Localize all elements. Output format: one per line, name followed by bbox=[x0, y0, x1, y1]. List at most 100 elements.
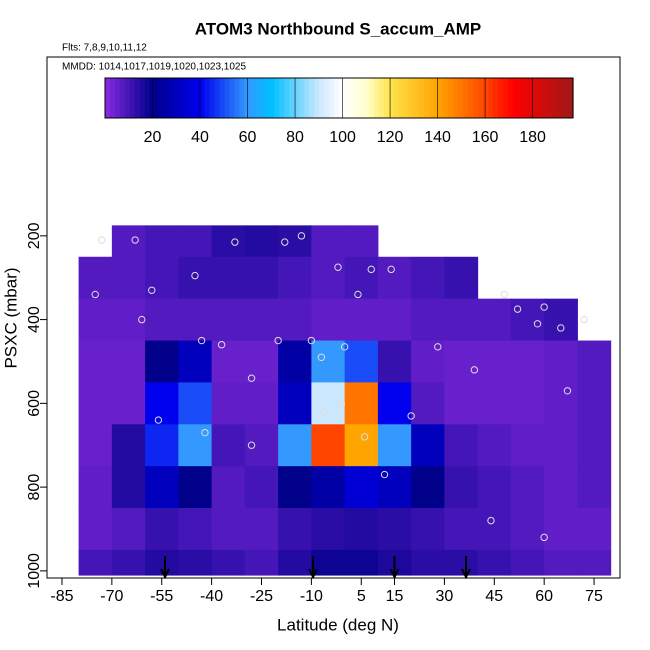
sample-point bbox=[533, 320, 542, 328]
heatmap-cell bbox=[577, 466, 612, 509]
heatmap-cell bbox=[78, 549, 113, 576]
heatmap-cell bbox=[244, 424, 279, 467]
colorbar-swatch bbox=[169, 78, 176, 118]
colorbar-tick-label: 20 bbox=[144, 129, 162, 146]
colorbar-swatch bbox=[533, 78, 539, 118]
x-tick-label: -10 bbox=[300, 588, 323, 605]
heatmap-cell bbox=[544, 508, 578, 551]
y-tick-label: 600 bbox=[26, 390, 43, 417]
heatmap-cell bbox=[377, 298, 412, 342]
heatmap-cell bbox=[78, 298, 113, 342]
x-tick-label: -40 bbox=[200, 588, 223, 605]
sample-point bbox=[540, 303, 548, 311]
colorbar-swatch bbox=[503, 78, 509, 118]
x-tick-label: -85 bbox=[50, 588, 73, 605]
colorbar-swatch bbox=[453, 78, 460, 118]
subtitle: Flts: 7,8,9,10,11,12 bbox=[62, 43, 147, 54]
colorbar-swatch bbox=[179, 78, 186, 118]
heatmap-cell bbox=[145, 424, 179, 467]
colorbar-swatch bbox=[343, 78, 350, 118]
heatmap-cell bbox=[278, 424, 312, 467]
x-tick-label: 15 bbox=[386, 588, 404, 605]
heatmap-cell bbox=[78, 508, 113, 551]
colorbar-swatch bbox=[129, 78, 136, 118]
heatmap-cell bbox=[344, 466, 379, 509]
x-tick-label: 75 bbox=[585, 588, 603, 605]
sample-point bbox=[367, 265, 375, 274]
heatmap-cell bbox=[344, 424, 379, 467]
sample-point bbox=[360, 433, 369, 441]
colorbar-swatch bbox=[159, 78, 166, 118]
heatmap-cell bbox=[510, 340, 545, 383]
heatmap-cell bbox=[145, 466, 179, 509]
colorbar-swatch bbox=[413, 78, 420, 118]
colorbar-swatch bbox=[214, 78, 221, 118]
heatmap-cell bbox=[178, 340, 213, 383]
colorbar-swatch bbox=[314, 78, 320, 118]
colorbar-swatch bbox=[368, 78, 375, 118]
colorbar-swatch bbox=[468, 78, 475, 118]
sample-point bbox=[487, 516, 495, 525]
colorbar-swatch bbox=[543, 78, 549, 118]
colorbar-swatch bbox=[109, 78, 116, 118]
sample-point bbox=[138, 315, 146, 324]
heatmap-cell bbox=[111, 549, 146, 576]
annotation: MMDD: 1014,1017,1019,1020,1023,1025 bbox=[62, 62, 246, 73]
heatmap-cell bbox=[510, 508, 545, 551]
heatmap-cell bbox=[178, 466, 213, 509]
colorbar-swatch bbox=[388, 78, 395, 118]
colorbar-swatch bbox=[458, 78, 465, 118]
colorbar-swatch bbox=[304, 78, 310, 118]
heatmap-cell bbox=[444, 466, 479, 509]
heatmap-cell bbox=[477, 382, 512, 425]
colorbar-tick-label: 60 bbox=[239, 129, 257, 146]
heatmap-cell bbox=[111, 508, 146, 551]
heatmap-cell bbox=[244, 549, 279, 576]
colorbar-swatch bbox=[478, 78, 484, 118]
heatmap-cell bbox=[344, 298, 379, 342]
sample-point bbox=[247, 441, 256, 449]
colorbar-swatch bbox=[209, 78, 216, 118]
colorbar-swatch bbox=[249, 78, 255, 118]
colorbar-swatch bbox=[513, 78, 519, 118]
colorbar-swatch bbox=[139, 78, 146, 118]
colorbar-swatch bbox=[383, 78, 390, 118]
heatmap-cell bbox=[145, 298, 179, 342]
heatmap-cell bbox=[244, 298, 279, 342]
colorbar-swatch bbox=[189, 78, 196, 118]
heatmap-cell bbox=[244, 340, 279, 383]
colorbar-swatch bbox=[528, 78, 534, 118]
colorbar-swatch bbox=[324, 78, 330, 118]
colorbar-swatch bbox=[393, 78, 400, 118]
colorbar-swatch bbox=[105, 78, 111, 118]
heatmap-cell bbox=[544, 466, 578, 509]
colorbar-swatch bbox=[234, 78, 241, 118]
sample-point bbox=[148, 286, 156, 294]
colorbar-swatch bbox=[184, 78, 191, 118]
sample-point bbox=[354, 290, 362, 299]
heatmap-cell bbox=[510, 298, 545, 342]
heatmap-cell bbox=[244, 382, 279, 425]
heatmap-cell bbox=[278, 508, 312, 551]
colorbar-tick-label: 40 bbox=[191, 129, 209, 146]
sample-point bbox=[231, 238, 239, 246]
heatmap-cell bbox=[78, 256, 113, 300]
colorbar-tick-label: 120 bbox=[377, 129, 404, 146]
colorbar-swatch bbox=[488, 78, 494, 118]
colorbar-swatch bbox=[523, 78, 529, 118]
colorbar-swatch bbox=[448, 78, 455, 118]
heatmap-cell bbox=[411, 256, 445, 300]
heatmap-cell bbox=[311, 508, 346, 551]
sample-point bbox=[407, 412, 415, 420]
colorbar-swatch bbox=[164, 78, 171, 118]
colorbar-swatch bbox=[353, 78, 360, 118]
heatmap-cell bbox=[344, 508, 379, 551]
heatmap-cell bbox=[278, 298, 312, 342]
sample-point bbox=[197, 336, 206, 345]
heatmap-cell bbox=[145, 382, 179, 425]
heatmap-cell bbox=[211, 466, 246, 509]
x-tick-label: -25 bbox=[250, 588, 273, 605]
colorbar-swatch bbox=[438, 78, 445, 118]
colorbar-swatch bbox=[358, 78, 365, 118]
colorbar-swatch bbox=[254, 78, 260, 118]
